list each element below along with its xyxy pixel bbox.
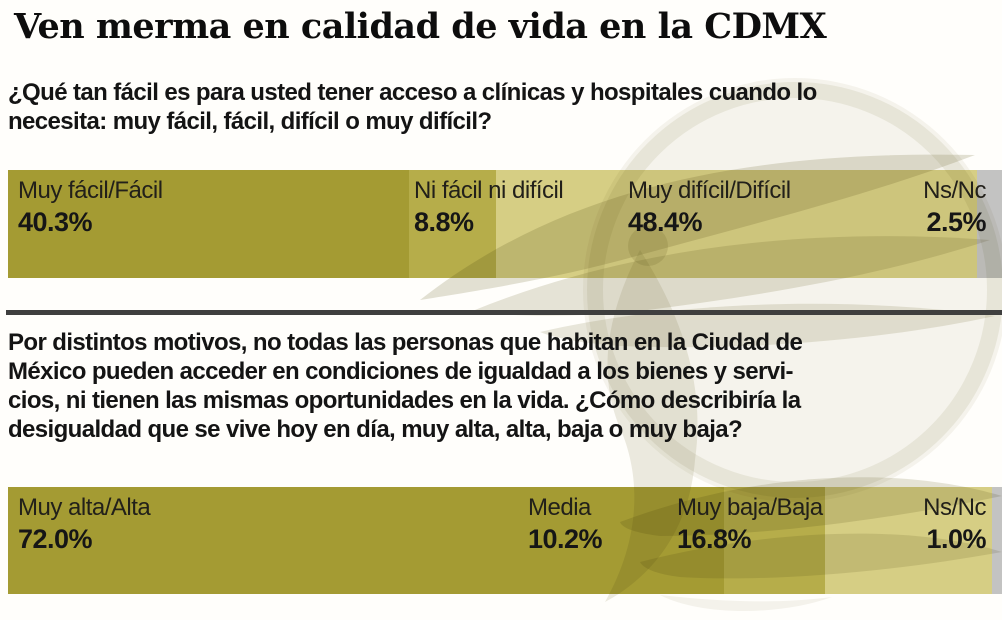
category-label: Ns/Nc: [923, 494, 986, 521]
bar-segment-ns-nc: [992, 487, 1002, 594]
bar-label-muy-facil: Muy fácil/Fácil 40.3%: [18, 177, 163, 237]
bar-label-nsnc-2: Ns/Nc 1.0%: [923, 494, 986, 554]
category-label: Muy difícil/Difícil: [628, 177, 791, 204]
value-label: 10.2%: [528, 524, 603, 554]
value-label: 1.0%: [926, 524, 986, 554]
value-label: 48.4%: [628, 207, 703, 237]
bar-label-ni-facil-ni-dificil: Ni fácil ni difícil 8.8%: [414, 177, 564, 237]
category-label: Ni fácil ni difícil: [414, 177, 564, 204]
bar-segment-muy-alta-alta: [8, 487, 724, 594]
bar-label-muy-alta: Muy alta/Alta 72.0%: [18, 494, 151, 554]
question-access-health: ¿Qué tan fácil es para usted tener acces…: [8, 79, 817, 135]
value-label: 72.0%: [18, 524, 93, 554]
bar-label-muy-baja: Muy baja/Baja 16.8%: [677, 494, 823, 554]
category-label: Muy baja/Baja: [677, 494, 823, 521]
bar-segment-muy-f-cil-f-cil: [8, 170, 409, 278]
category-label: Muy fácil/Fácil: [18, 177, 163, 204]
bar-label-muy-dificil: Muy difícil/Difícil 48.4%: [628, 177, 791, 237]
category-label: Muy alta/Alta: [18, 494, 151, 521]
section-divider: [6, 310, 1002, 315]
value-label: 40.3%: [18, 207, 93, 237]
category-label: Ns/Nc: [923, 177, 986, 204]
value-label: 16.8%: [677, 524, 752, 554]
question-inequality: Por distintos motivos, no todas las pers…: [8, 329, 803, 443]
stacked-bar-inequality: Muy alta/Alta 72.0% Media 10.2% Muy baja…: [8, 487, 1002, 594]
page-title: Ven merma en calidad de vida en la CDMX: [14, 6, 827, 47]
category-label: Media: [528, 494, 591, 521]
bar-label-media: Media 10.2%: [528, 494, 603, 554]
bar-segments-container: [8, 487, 1002, 594]
value-label: 8.8%: [414, 207, 474, 237]
bar-label-nsnc-1: Ns/Nc 2.5%: [923, 177, 986, 237]
value-label: 2.5%: [926, 207, 986, 237]
stacked-bar-access-health: Muy fácil/Fácil 40.3% Ni fácil ni difíci…: [8, 170, 1002, 278]
